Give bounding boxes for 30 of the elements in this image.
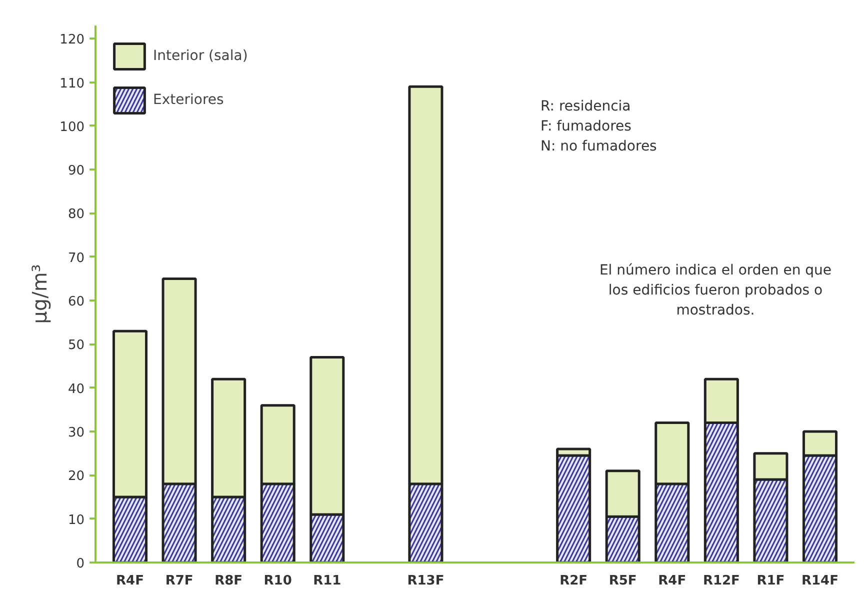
y-tick-label: 120	[60, 32, 85, 48]
y-tick-label: 90	[68, 164, 85, 179]
y-tick-label: 0	[76, 556, 85, 572]
y-tick-label: 40	[68, 382, 85, 397]
y-tick-label: 30	[68, 426, 85, 441]
y-tick-label: 10	[68, 512, 85, 528]
y-axis-title: µg/m³	[28, 264, 52, 324]
x-tick-label: R7F	[165, 574, 194, 588]
x-tick-label: R11	[313, 574, 342, 588]
x-tick-label: R5F	[608, 574, 637, 588]
legend-label: Interior (sala)	[153, 48, 248, 64]
y-tick-label: 110	[60, 76, 85, 92]
x-tick-label: R14F	[802, 574, 838, 588]
y-tick-label: 70	[68, 250, 85, 266]
x-tick-label: R1F	[756, 574, 785, 588]
x-tick-label: R10	[264, 574, 292, 588]
annotation: El número indica el orden en que los edificios fueron probados o mostrados.	[599, 262, 832, 318]
y-tick-label: 100	[60, 120, 85, 135]
x-tick-label: R12F	[702, 574, 740, 588]
y-tick-label: 20	[68, 469, 85, 484]
x-tick-label: R13F	[407, 574, 444, 588]
legend-label: Exteriores	[153, 92, 224, 108]
x-tick-label: R2F	[560, 574, 588, 588]
y-tick-label: 50	[68, 338, 85, 354]
x-tick-label: R8F	[214, 574, 243, 588]
annotation: R: residencia F: fumadores N: no fumadores	[540, 98, 657, 154]
y-tick-label: 80	[68, 207, 85, 222]
y-tick-label: 60	[68, 294, 85, 310]
x-tick-label: R4F	[116, 574, 144, 588]
x-tick-label: R4F	[658, 574, 686, 588]
